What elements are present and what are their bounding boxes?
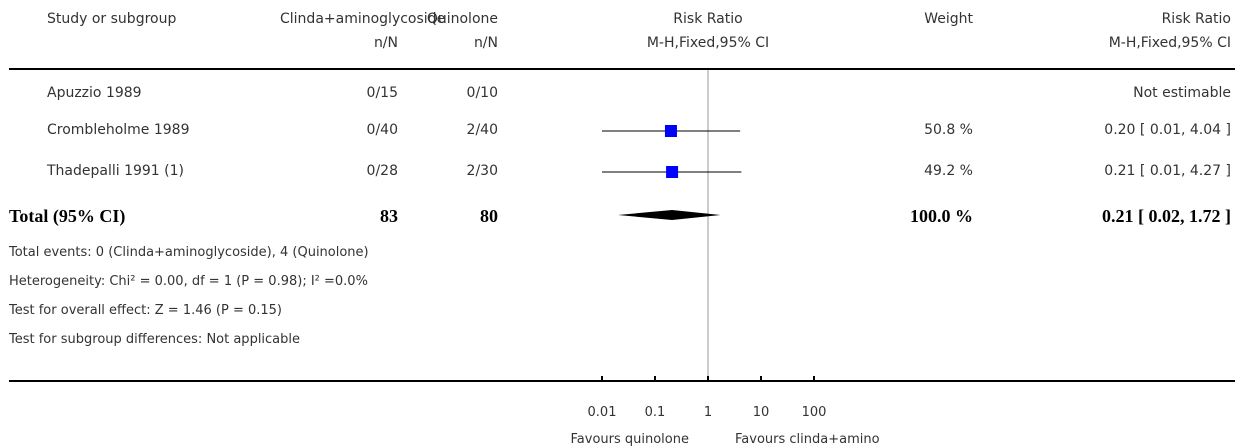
study-ci: 0.20 [ 0.01, 4.04 ] [1104,122,1231,138]
header-risk-ratio-2: Risk Ratio [1161,11,1231,27]
header-weight: Weight [924,11,973,27]
axis-tick-label: 0.1 [644,405,666,420]
total-weight: 100.0 % [910,206,973,226]
axis-tick-label: 10 [752,405,770,420]
total-diamond [617,210,721,220]
header-group1: Clinda+aminoglycoside [280,11,446,27]
study-group1: 0/40 [366,122,398,138]
study-ci: 0.21 [ 0.01, 4.27 ] [1104,163,1231,179]
note-subgroup: Test for subgroup differences: Not appli… [9,332,301,347]
study-ci: Not estimable [1133,85,1231,101]
favours-left-label: Favours quinolone [570,432,690,447]
study-point-marker [664,125,677,137]
note-heterogeneity: Heterogeneity: Chi² = 0.00, df = 1 (P = … [9,274,368,289]
header-risk-ratio-method: M-H,Fixed,95% CI [646,35,770,51]
study-group2: 2/30 [466,163,498,179]
header-group2-sub: n/N [473,35,498,51]
total-group1: 83 [380,206,398,226]
study-name: Crombleholme 1989 [47,122,190,138]
footer-divider [9,380,1235,382]
study-weight: 50.8 % [924,122,973,138]
study-point-marker [666,166,679,178]
study-group2: 2/40 [466,122,498,138]
note-total-events: Total events: 0 (Clinda+aminoglycoside),… [9,245,369,260]
study-weight: 49.2 % [924,163,973,179]
total-label: Total (95% CI) [9,206,126,226]
total-group2: 80 [480,206,498,226]
note-overall-effect: Test for overall effect: Z = 1.46 (P = 0… [9,303,282,318]
axis-tick-label: 0.01 [587,405,617,420]
study-group2: 0/10 [466,85,498,101]
header-risk-ratio-2-method: M-H,Fixed,95% CI [1108,35,1231,51]
favours-right-label: Favours clinda+amino [735,432,880,447]
axis-tick-label: 1 [703,405,713,420]
header-group2: Quinolone [426,11,498,27]
header-study: Study or subgroup [47,11,177,27]
header-divider [9,68,1235,70]
study-group1: 0/28 [366,163,398,179]
header-risk-ratio: Risk Ratio [673,11,743,27]
axis-tick-label: 100 [801,405,827,420]
total-ci: 0.21 [ 0.02, 1.72 ] [1102,206,1231,226]
study-group1: 0/15 [366,85,398,101]
study-name: Apuzzio 1989 [47,85,142,101]
study-name: Thadepalli 1991 (1) [47,163,184,179]
header-group1-sub: n/N [373,35,398,51]
